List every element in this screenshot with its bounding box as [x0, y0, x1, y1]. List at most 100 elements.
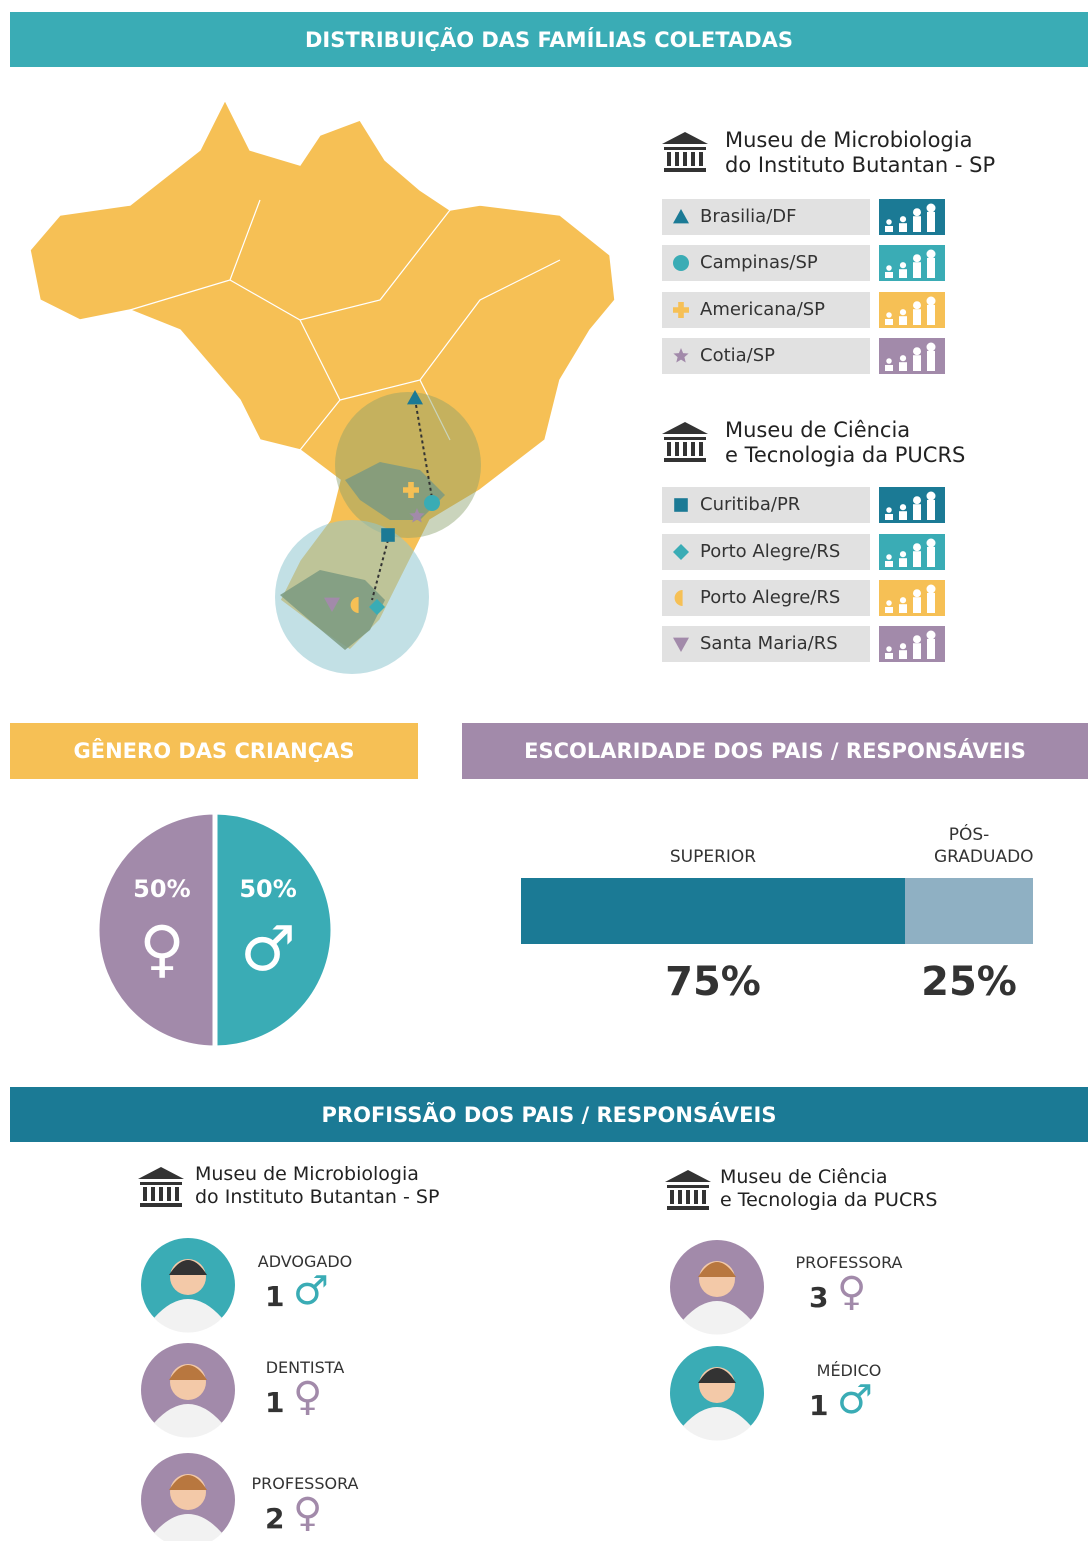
profession-symbol: ♀	[293, 1374, 323, 1420]
family-icon	[885, 365, 893, 371]
family-icon	[927, 351, 935, 371]
family-icon	[913, 551, 921, 567]
city-name: Cotia/SP	[700, 345, 776, 366]
family-icon	[913, 254, 921, 263]
museum-icon	[702, 1190, 706, 1204]
pie-label: 50%	[133, 875, 190, 903]
museum-icon	[665, 1170, 711, 1210]
family-icon	[926, 342, 936, 352]
avatar	[169, 1475, 207, 1490]
museum-icon	[675, 152, 679, 166]
city-row	[662, 580, 870, 616]
city-name: Americana/SP	[700, 299, 826, 320]
avatar	[683, 1407, 751, 1441]
museum-icon	[675, 442, 679, 456]
city-row	[662, 199, 870, 235]
city-marker	[674, 498, 688, 512]
profession-symbol: ♀	[837, 1269, 867, 1315]
museum-icon	[691, 442, 695, 456]
section-header: PROFISSÃO DOS PAIS / RESPONSÁVEIS	[10, 1087, 1088, 1142]
family-icon	[913, 301, 921, 310]
section-header: ESCOLARIDADE DOS PAIS / RESPONSÁVEIS	[462, 723, 1088, 779]
city-row	[662, 338, 870, 374]
family-icon	[886, 646, 892, 652]
profession-label: MÉDICO	[816, 1361, 882, 1380]
museum-icon	[159, 1187, 163, 1201]
family-icon	[899, 309, 907, 316]
museum-name: e Tecnologia da PUCRS	[720, 1189, 938, 1211]
family-icon	[926, 584, 936, 594]
family-icon	[913, 504, 921, 520]
museum-icon	[686, 1190, 690, 1204]
family-icon	[899, 269, 907, 278]
gender-symbol: ♀	[139, 912, 184, 985]
museum-icon	[683, 152, 687, 166]
avatar	[169, 1365, 207, 1380]
museum-icon	[667, 442, 671, 456]
family-icon	[899, 504, 907, 511]
profession-count: 3	[809, 1281, 829, 1314]
map-borders	[129, 199, 561, 451]
city-row	[662, 487, 870, 523]
family-icon	[926, 491, 936, 501]
city-name: Campinas/SP	[700, 252, 818, 273]
city-marker	[369, 599, 385, 615]
museum-icon	[678, 1190, 682, 1204]
city-marker	[381, 528, 395, 542]
family-icon	[913, 643, 921, 659]
museum-icon	[662, 422, 708, 462]
bar-value-label: 75%	[665, 959, 761, 1005]
profession-count: 1	[265, 1386, 285, 1419]
family-icon	[926, 249, 936, 259]
pie-label: 50%	[239, 875, 296, 903]
family-icon	[899, 597, 907, 604]
city-name: Porto Alegre/RS	[700, 587, 841, 608]
family-icon	[886, 265, 892, 271]
profession-symbol: ♀	[293, 1490, 323, 1536]
city-name: Porto Alegre/RS	[700, 541, 841, 562]
family-icon	[899, 223, 907, 232]
city-marker	[350, 597, 359, 613]
family-icon	[886, 219, 892, 225]
city-name: Curitiba/PR	[700, 494, 801, 515]
city-marker	[409, 508, 425, 523]
city-row	[662, 534, 870, 570]
family-icon	[913, 347, 921, 356]
section-header: DISTRIBUIÇÃO DAS FAMÍLIAS COLETADAS	[10, 12, 1088, 67]
family-icon	[927, 639, 935, 659]
bar-category: SUPERIOR	[669, 847, 757, 867]
city-marker	[673, 348, 689, 363]
family-icon	[926, 538, 936, 548]
profession-count: 1	[809, 1389, 829, 1422]
city-row	[662, 626, 870, 662]
family-icon	[899, 362, 907, 371]
family-icon	[913, 355, 921, 371]
city-marker	[673, 637, 689, 652]
pie-slice	[94, 809, 218, 1051]
family-icon	[927, 593, 935, 613]
state-sp	[345, 462, 445, 520]
avatar	[154, 1299, 222, 1333]
avatar	[683, 1301, 751, 1335]
family-icon	[885, 607, 893, 613]
family-icon	[913, 309, 921, 325]
bar-segment	[905, 878, 1033, 944]
profession-count: 2	[265, 1502, 285, 1535]
city-marker	[407, 390, 423, 405]
section-header: GÊNERO DAS CRIANÇAS	[10, 723, 418, 779]
pie-slice	[212, 809, 336, 1051]
museum-name: do Instituto Butantan - SP	[725, 153, 996, 177]
family-icon	[885, 514, 893, 520]
profession-symbol: ♂	[837, 1377, 873, 1423]
family-icon	[927, 212, 935, 232]
museum-name: Museu de Microbiologia	[195, 1163, 419, 1185]
avatar	[169, 1260, 207, 1275]
family-icon	[899, 216, 907, 223]
family-icon	[913, 589, 921, 598]
family-icon	[885, 561, 893, 567]
profession-label: PROFESSORA	[795, 1253, 903, 1272]
family-icon	[899, 511, 907, 520]
city-marker	[673, 544, 689, 560]
